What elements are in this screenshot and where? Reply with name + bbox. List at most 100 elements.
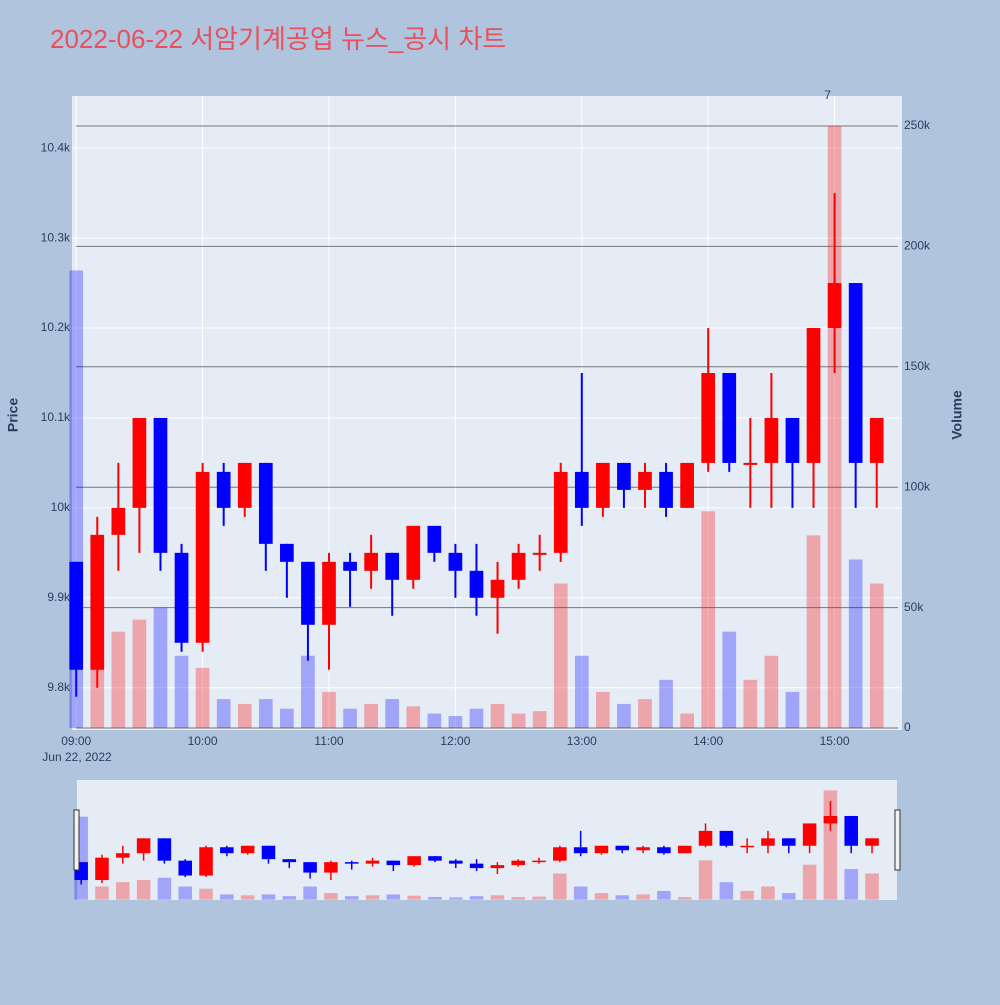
slider-volume-bar bbox=[407, 895, 421, 900]
y-tick-label: 9.9k bbox=[47, 590, 71, 604]
volume-bar bbox=[195, 667, 210, 729]
slider-candle-body bbox=[199, 847, 213, 876]
slider-handle[interactable] bbox=[894, 809, 901, 871]
y2-tick-label: 100k bbox=[904, 479, 931, 493]
slider-volume-bar bbox=[594, 893, 609, 900]
candle-body bbox=[343, 561, 357, 571]
chart-title: 2022-06-22 서암기계공업 뉴스_공시 차트 bbox=[50, 24, 506, 54]
slider-volume-bar bbox=[199, 888, 213, 900]
slider-candle-body bbox=[95, 857, 109, 881]
slider-volume-bar bbox=[303, 886, 317, 900]
slider-volume-bar bbox=[178, 886, 192, 900]
y-axis-label: Price bbox=[5, 398, 21, 432]
slider-volume-bar bbox=[490, 895, 505, 900]
volume-bar bbox=[511, 713, 526, 729]
candle-body bbox=[659, 471, 673, 508]
slider-candle-body bbox=[698, 830, 713, 846]
slider-candle-body bbox=[324, 862, 338, 873]
volume-bar bbox=[574, 655, 589, 729]
slider-candle-body bbox=[677, 845, 692, 854]
slider-candle-body bbox=[157, 838, 172, 861]
candle-body bbox=[638, 471, 652, 490]
volume-bar bbox=[553, 583, 568, 729]
x-tick-label: 10:00 bbox=[188, 734, 218, 748]
slider-volume-bar bbox=[844, 869, 858, 900]
range-slider[interactable] bbox=[77, 780, 897, 900]
candle-body bbox=[596, 462, 610, 508]
candle-body bbox=[385, 552, 400, 580]
slider-candle-body bbox=[116, 853, 130, 858]
x-date-label: Jun 22, 2022 bbox=[42, 750, 112, 764]
slider-candle-body bbox=[511, 860, 525, 866]
y-tick-label: 10k bbox=[51, 500, 71, 514]
annotation: 7 bbox=[824, 88, 831, 102]
slider-volume-bar bbox=[719, 882, 734, 900]
y-tick-label: 10.4k bbox=[41, 140, 71, 154]
volume-bar bbox=[427, 713, 442, 729]
y-tick-label: 10.2k bbox=[41, 320, 71, 334]
candle-body bbox=[532, 552, 547, 555]
y-tick-label: 9.8k bbox=[47, 680, 71, 694]
slider-candle-body bbox=[220, 847, 234, 854]
volume-bar bbox=[785, 691, 800, 729]
volume-bar bbox=[638, 699, 652, 729]
volume-bar bbox=[469, 708, 484, 729]
plot-area bbox=[72, 96, 902, 730]
volume-bar bbox=[848, 559, 863, 729]
volume-bar bbox=[701, 511, 716, 729]
x-tick-label: 12:00 bbox=[440, 734, 470, 748]
candle-body bbox=[69, 561, 84, 670]
slider-volume-bar bbox=[865, 873, 879, 900]
volume-bar bbox=[216, 699, 231, 729]
volume-bar bbox=[343, 708, 357, 729]
slider-volume-bar bbox=[573, 886, 588, 900]
slider-volume-bar bbox=[261, 894, 276, 900]
x-tick-label: 09:00 bbox=[61, 734, 91, 748]
slider-volume-bar bbox=[469, 896, 484, 900]
candle-body bbox=[680, 462, 694, 508]
slider-handle[interactable] bbox=[73, 809, 80, 871]
volume-bar bbox=[827, 126, 842, 729]
candle-body bbox=[111, 507, 126, 535]
volume-bar bbox=[237, 703, 252, 729]
slider-candle-body bbox=[802, 823, 817, 846]
volume-bar bbox=[90, 655, 105, 729]
slider-volume-bar bbox=[782, 893, 796, 900]
volume-bar bbox=[764, 655, 779, 729]
slider-candle-body bbox=[449, 860, 463, 864]
slider-volume-bar bbox=[220, 894, 234, 900]
volume-bar bbox=[806, 535, 821, 729]
candle-body bbox=[743, 462, 758, 465]
slider-candle-body bbox=[490, 865, 505, 869]
volume-bar bbox=[596, 691, 610, 729]
slider-candle-body bbox=[136, 838, 151, 854]
volume-bar bbox=[448, 715, 463, 729]
slider-volume-bar bbox=[136, 879, 151, 900]
volume-bar bbox=[364, 703, 378, 729]
slider-volume-bar bbox=[657, 890, 671, 900]
volume-bar bbox=[385, 699, 400, 729]
slider-candle-body bbox=[636, 847, 650, 851]
volume-bar bbox=[111, 631, 126, 729]
y2-tick-label: 250k bbox=[904, 118, 931, 132]
slider-candle-body bbox=[407, 856, 421, 866]
slider-candle-body bbox=[615, 845, 630, 851]
slider-volume-bar bbox=[677, 897, 692, 900]
volume-bar bbox=[680, 713, 694, 729]
slider-volume-bar bbox=[636, 894, 650, 900]
candle-body bbox=[195, 471, 210, 643]
candle-body bbox=[153, 417, 168, 553]
slider-candle-body bbox=[261, 845, 276, 860]
candle-body bbox=[827, 283, 842, 329]
y2-tick-label: 0 bbox=[904, 720, 911, 734]
volume-bar bbox=[659, 679, 673, 729]
slider-candle-body bbox=[240, 845, 255, 854]
volume-bar bbox=[743, 679, 758, 729]
candle-body bbox=[848, 283, 863, 463]
volume-bar bbox=[490, 703, 505, 729]
candle-body bbox=[322, 561, 336, 625]
y2-tick-label: 200k bbox=[904, 239, 931, 253]
y2-tick-label: 150k bbox=[904, 359, 931, 373]
slider-volume-bar bbox=[365, 895, 380, 900]
